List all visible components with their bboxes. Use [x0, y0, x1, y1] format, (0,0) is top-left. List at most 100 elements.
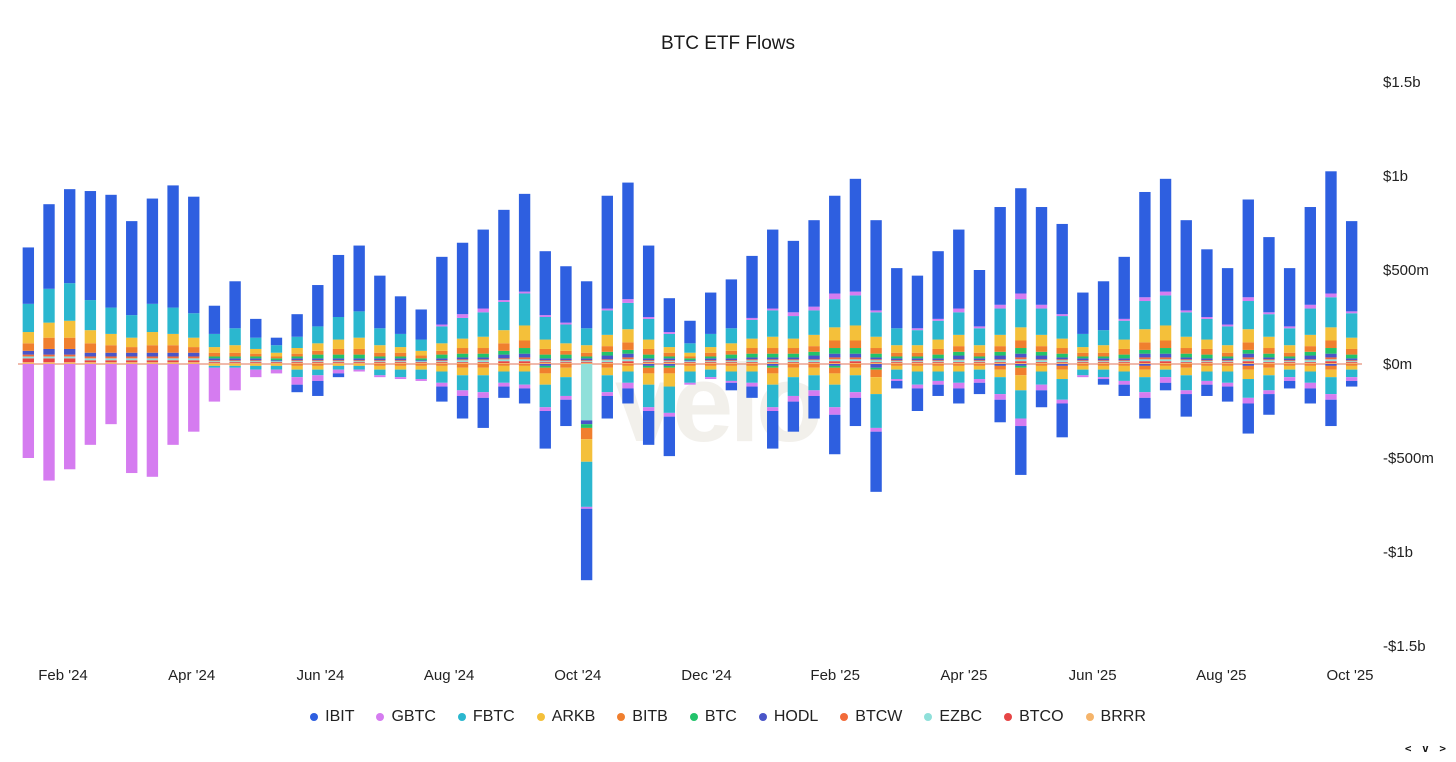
bar-segment-fbtc[interactable] [1118, 320, 1130, 340]
bar-segment-bitb-outflow[interactable] [684, 364, 696, 366]
bar-segment-brrr[interactable] [1015, 363, 1027, 364]
bar-segment-btcw[interactable] [1221, 360, 1234, 362]
bar-segment-hodl[interactable] [704, 358, 717, 361]
bar-segment-hodl[interactable] [911, 358, 924, 361]
bar-segment-fbtc-outflow[interactable] [973, 369, 986, 380]
bar-segment-bitb-outflow[interactable] [870, 369, 882, 378]
bar-segment-ibit[interactable] [188, 196, 200, 314]
bar-segment-btc-outflow[interactable] [663, 365, 676, 368]
bar-segment-bitb[interactable] [1139, 342, 1151, 350]
bar-segment-arkb-outflow[interactable] [704, 365, 717, 370]
bar-segment-bitb-outflow[interactable] [1201, 364, 1213, 366]
bar-segment-arkb[interactable] [560, 343, 572, 351]
bar-segment-ezbc[interactable] [84, 358, 97, 361]
bar-segment-bitb[interactable] [1077, 352, 1089, 357]
bar-segment-btc[interactable] [1201, 354, 1213, 359]
bar-segment-btcw[interactable] [291, 360, 303, 362]
bar-segment-arkb-outflow[interactable] [787, 367, 800, 378]
bar-segment-btc[interactable] [1077, 356, 1089, 359]
bar-segment-arkb-outflow[interactable] [456, 367, 469, 376]
bar-segment-ibit-outflow[interactable] [601, 395, 613, 419]
bar-segment-brrr[interactable] [787, 363, 800, 364]
bar-segment-ibit-outflow[interactable] [312, 380, 324, 396]
bar-segment-ibit-outflow[interactable] [932, 384, 944, 396]
bar-segment-bitb[interactable] [312, 350, 324, 355]
bar-segment-btc[interactable] [291, 356, 303, 359]
bar-segment-hodl[interactable] [746, 357, 758, 360]
bar-segment-hodl[interactable] [787, 357, 800, 360]
bar-segment-bitb[interactable] [787, 348, 800, 354]
bar-segment-ezbc[interactable] [849, 359, 862, 362]
bar-segment-bitb-outflow[interactable] [1283, 364, 1296, 366]
bar-segment-bitb[interactable] [622, 342, 634, 350]
bar-segment-bitb-outflow[interactable] [456, 364, 469, 368]
bar-segment-arkb[interactable] [436, 343, 448, 351]
bar-segment-btco[interactable] [622, 361, 634, 364]
bar-segment-bitb-outflow[interactable] [787, 364, 800, 368]
bar-segment-ibit-outflow[interactable] [436, 386, 448, 402]
bar-segment-ibit-outflow[interactable] [849, 397, 862, 427]
bar-segment-gbtc-outflow[interactable] [642, 407, 655, 411]
bar-segment-hodl-outflow[interactable] [580, 420, 593, 425]
bar-segment-gbtc[interactable] [911, 328, 924, 331]
bar-segment-bitb[interactable] [829, 340, 841, 349]
bar-segment-arkb-outflow[interactable] [1077, 365, 1089, 370]
bar-segment-arkb-outflow[interactable] [725, 365, 738, 372]
bar-segment-brrr[interactable] [663, 363, 676, 364]
legend-item-bitb[interactable]: BITB [617, 708, 668, 726]
bar-segment-fbtc-outflow[interactable] [498, 371, 510, 383]
bar-segment-gbtc-outflow[interactable] [415, 379, 427, 381]
bar-segment-btcw[interactable] [1283, 360, 1296, 362]
bar-segment-btc-outflow[interactable] [767, 365, 779, 368]
bar-segment-bitb[interactable] [808, 346, 820, 352]
bar-segment-arkb[interactable] [725, 343, 738, 351]
bar-segment-btc[interactable] [1139, 349, 1151, 354]
bar-segment-bitb[interactable] [64, 337, 76, 349]
bar-segment-hodl[interactable] [1180, 357, 1192, 360]
bar-segment-btcw[interactable] [1242, 357, 1254, 360]
bar-segment-fbtc-outflow[interactable] [312, 369, 324, 376]
bar-segment-arkb[interactable] [291, 348, 303, 354]
bar-segment-arkb[interactable] [767, 336, 779, 349]
bar-segment-fbtc-outflow[interactable] [1221, 371, 1234, 383]
bar-segment-btcw[interactable] [43, 354, 55, 357]
bar-segment-gbtc-outflow[interactable] [208, 367, 221, 402]
bar-segment-arkb-outflow[interactable] [1159, 365, 1172, 370]
bar-segment-brrr[interactable] [1159, 363, 1172, 364]
bar-segment-fbtc-outflow[interactable] [1159, 369, 1172, 378]
bar-segment-btcw[interactable] [746, 359, 758, 361]
bar-segment-bitb[interactable] [477, 348, 489, 354]
bar-segment-arkb[interactable] [1283, 345, 1296, 353]
bar-segment-fbtc-outflow[interactable] [767, 384, 779, 408]
bar-segment-bitb-outflow[interactable] [498, 364, 510, 366]
bar-segment-ibit[interactable] [518, 193, 531, 292]
bar-segment-btcw[interactable] [767, 359, 779, 361]
bar-segment-fbtc-outflow[interactable] [622, 371, 634, 383]
bar-segment-fbtc-outflow[interactable] [891, 369, 903, 380]
bar-segment-ibit[interactable] [498, 209, 510, 301]
bar-segment-bitb-outflow[interactable] [1035, 364, 1048, 366]
bar-segment-hodl[interactable] [642, 358, 655, 361]
bar-segment-ezbc[interactable] [1139, 359, 1151, 362]
bar-segment-ibit-outflow[interactable] [911, 388, 924, 411]
bar-segment-ibit-outflow[interactable] [642, 411, 655, 445]
bar-segment-ibit-outflow[interactable] [477, 397, 489, 428]
bar-segment-btco[interactable] [829, 361, 841, 364]
bar-segment-ibit-outflow[interactable] [1304, 388, 1316, 404]
bar-segment-gbtc-outflow[interactable] [911, 384, 924, 389]
bar-segment-btc[interactable] [870, 353, 882, 358]
bar-segment-gbtc[interactable] [994, 304, 1006, 309]
bar-segment-fbtc[interactable] [539, 317, 551, 340]
bar-segment-hodl[interactable] [436, 358, 448, 361]
bar-segment-ezbc[interactable] [208, 361, 221, 363]
bar-segment-btcw[interactable] [891, 360, 903, 362]
bar-segment-arkb[interactable] [1201, 339, 1213, 349]
bar-segment-ezbc[interactable] [1056, 360, 1068, 363]
bar-segment-btc[interactable] [353, 354, 365, 359]
bar-segment-hodl[interactable] [849, 353, 862, 358]
bar-segment-btco[interactable] [787, 362, 800, 364]
bar-segment-fbtc[interactable] [518, 293, 531, 326]
bar-segment-fbtc-outflow[interactable] [1283, 369, 1296, 378]
bar-segment-ibit[interactable] [229, 281, 241, 329]
bar-segment-fbtc[interactable] [126, 315, 138, 338]
